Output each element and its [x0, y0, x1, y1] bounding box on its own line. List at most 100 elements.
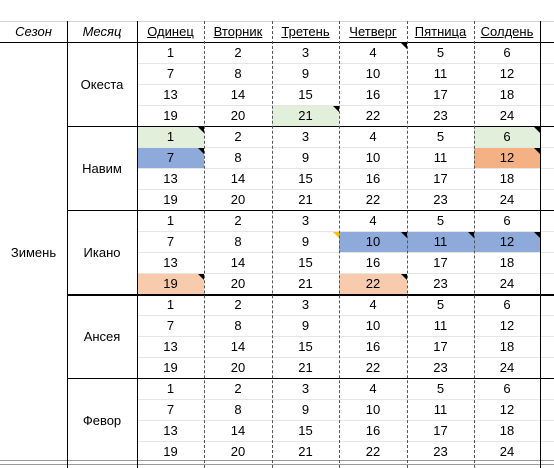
day-cell[interactable]: 15	[298, 423, 313, 438]
comment-indicator-icon[interactable]	[333, 232, 339, 238]
day-cell[interactable]: 4	[369, 381, 377, 396]
day-cell[interactable]: 12	[499, 234, 515, 249]
day-cell[interactable]: 22	[365, 360, 381, 375]
day-cell[interactable]: 5	[436, 213, 445, 228]
day-cell[interactable]: 11	[433, 66, 448, 81]
day-cell[interactable]: 6	[503, 129, 511, 144]
day-cell[interactable]: 5	[436, 129, 445, 144]
day-cell[interactable]: 11	[433, 318, 448, 333]
day-cell[interactable]: 4	[369, 45, 377, 60]
day-cell[interactable]: 9	[301, 150, 310, 165]
month-label[interactable]: Икано	[83, 244, 121, 260]
day-cell[interactable]: 22	[365, 444, 381, 459]
day-cell[interactable]: 3	[301, 297, 310, 312]
comment-indicator-icon[interactable]	[534, 127, 540, 133]
day-cell[interactable]: 6	[503, 213, 511, 228]
day-cell[interactable]: 23	[433, 444, 448, 459]
comment-indicator-icon[interactable]	[198, 148, 204, 154]
month-label[interactable]: Океста	[80, 76, 124, 92]
day-cell[interactable]: 9	[301, 318, 310, 333]
day-cell[interactable]: 1	[166, 213, 175, 228]
day-cell[interactable]: 11	[433, 234, 448, 249]
day-cell[interactable]: 17	[433, 87, 448, 102]
day-cell[interactable]: 12	[499, 402, 515, 417]
day-cell[interactable]: 22	[365, 108, 381, 123]
day-cell[interactable]: 19	[163, 360, 178, 375]
day-cell[interactable]: 15	[298, 171, 313, 186]
day-cell[interactable]: 3	[301, 381, 310, 396]
day-cell[interactable]: 10	[365, 234, 381, 249]
day-cell[interactable]: 19	[163, 192, 178, 207]
day-cell[interactable]: 9	[301, 66, 310, 81]
day-cell[interactable]: 7	[166, 234, 175, 249]
day-cell[interactable]: 16	[365, 423, 381, 438]
day-cell[interactable]: 8	[234, 318, 242, 333]
day-cell[interactable]: 23	[433, 276, 448, 291]
day-cell[interactable]: 9	[301, 402, 310, 417]
day-cell[interactable]: 24	[499, 192, 515, 207]
day-cell[interactable]: 16	[365, 255, 381, 270]
day-cell[interactable]: 1	[166, 129, 175, 144]
day-cell[interactable]: 2	[234, 129, 242, 144]
day-cell[interactable]: 5	[436, 45, 445, 60]
day-cell[interactable]: 10	[365, 150, 381, 165]
day-cell[interactable]: 10	[365, 318, 381, 333]
day-header[interactable]: Вторник	[213, 24, 263, 39]
day-cell[interactable]: 2	[234, 45, 242, 60]
day-cell[interactable]: 11	[433, 402, 448, 417]
day-cell[interactable]: 7	[166, 402, 175, 417]
month-label[interactable]: Ансея	[83, 328, 121, 344]
day-cell[interactable]: 6	[503, 381, 511, 396]
day-cell[interactable]: 23	[433, 192, 448, 207]
day-cell[interactable]: 23	[433, 360, 448, 375]
day-cell[interactable]: 10	[365, 66, 381, 81]
day-cell[interactable]: 8	[234, 66, 242, 81]
day-cell[interactable]: 21	[298, 192, 313, 207]
day-cell[interactable]: 15	[298, 255, 313, 270]
day-cell[interactable]: 17	[433, 255, 448, 270]
day-cell[interactable]: 16	[365, 339, 381, 354]
day-cell[interactable]: 24	[499, 360, 515, 375]
comment-indicator-icon[interactable]	[401, 232, 407, 238]
day-cell[interactable]: 5	[436, 381, 445, 396]
comment-indicator-icon[interactable]	[198, 127, 204, 133]
day-header[interactable]: Четверг	[349, 24, 397, 39]
month-label[interactable]: Навим	[82, 160, 122, 176]
comment-indicator-icon[interactable]	[401, 43, 407, 49]
day-cell[interactable]: 17	[433, 339, 448, 354]
day-cell[interactable]: 16	[365, 171, 381, 186]
comment-indicator-icon[interactable]	[198, 274, 204, 280]
day-cell[interactable]: 3	[301, 129, 310, 144]
day-cell[interactable]: 1	[166, 297, 175, 312]
comment-indicator-icon[interactable]	[468, 232, 474, 238]
day-cell[interactable]: 12	[499, 150, 515, 165]
day-cell[interactable]: 11	[433, 150, 448, 165]
day-cell[interactable]: 10	[365, 402, 381, 417]
day-cell[interactable]: 14	[230, 87, 246, 102]
day-cell[interactable]: 3	[301, 45, 310, 60]
day-cell[interactable]: 24	[499, 108, 515, 123]
day-cell[interactable]: 14	[230, 339, 246, 354]
day-cell[interactable]: 15	[298, 339, 313, 354]
day-cell[interactable]: 18	[499, 255, 515, 270]
day-cell[interactable]: 19	[163, 276, 178, 291]
day-cell[interactable]: 22	[365, 276, 381, 291]
day-cell[interactable]: 6	[503, 45, 511, 60]
day-cell[interactable]: 20	[230, 192, 246, 207]
day-cell[interactable]: 20	[230, 444, 246, 459]
day-cell[interactable]: 20	[230, 108, 246, 123]
day-cell[interactable]: 2	[234, 297, 242, 312]
day-cell[interactable]: 19	[163, 108, 178, 123]
day-cell[interactable]: 12	[499, 66, 515, 81]
day-cell[interactable]: 1	[166, 381, 175, 396]
day-cell[interactable]: 6	[503, 297, 511, 312]
day-cell[interactable]: 13	[163, 423, 178, 438]
day-cell[interactable]: 21	[298, 360, 313, 375]
day-cell[interactable]: 9	[301, 234, 310, 249]
day-cell[interactable]: 16	[365, 87, 381, 102]
day-cell[interactable]: 7	[166, 66, 175, 81]
day-cell[interactable]: 3	[301, 213, 310, 228]
day-cell[interactable]: 13	[163, 339, 178, 354]
day-header[interactable]: Третень	[281, 24, 330, 39]
day-cell[interactable]: 13	[163, 255, 178, 270]
